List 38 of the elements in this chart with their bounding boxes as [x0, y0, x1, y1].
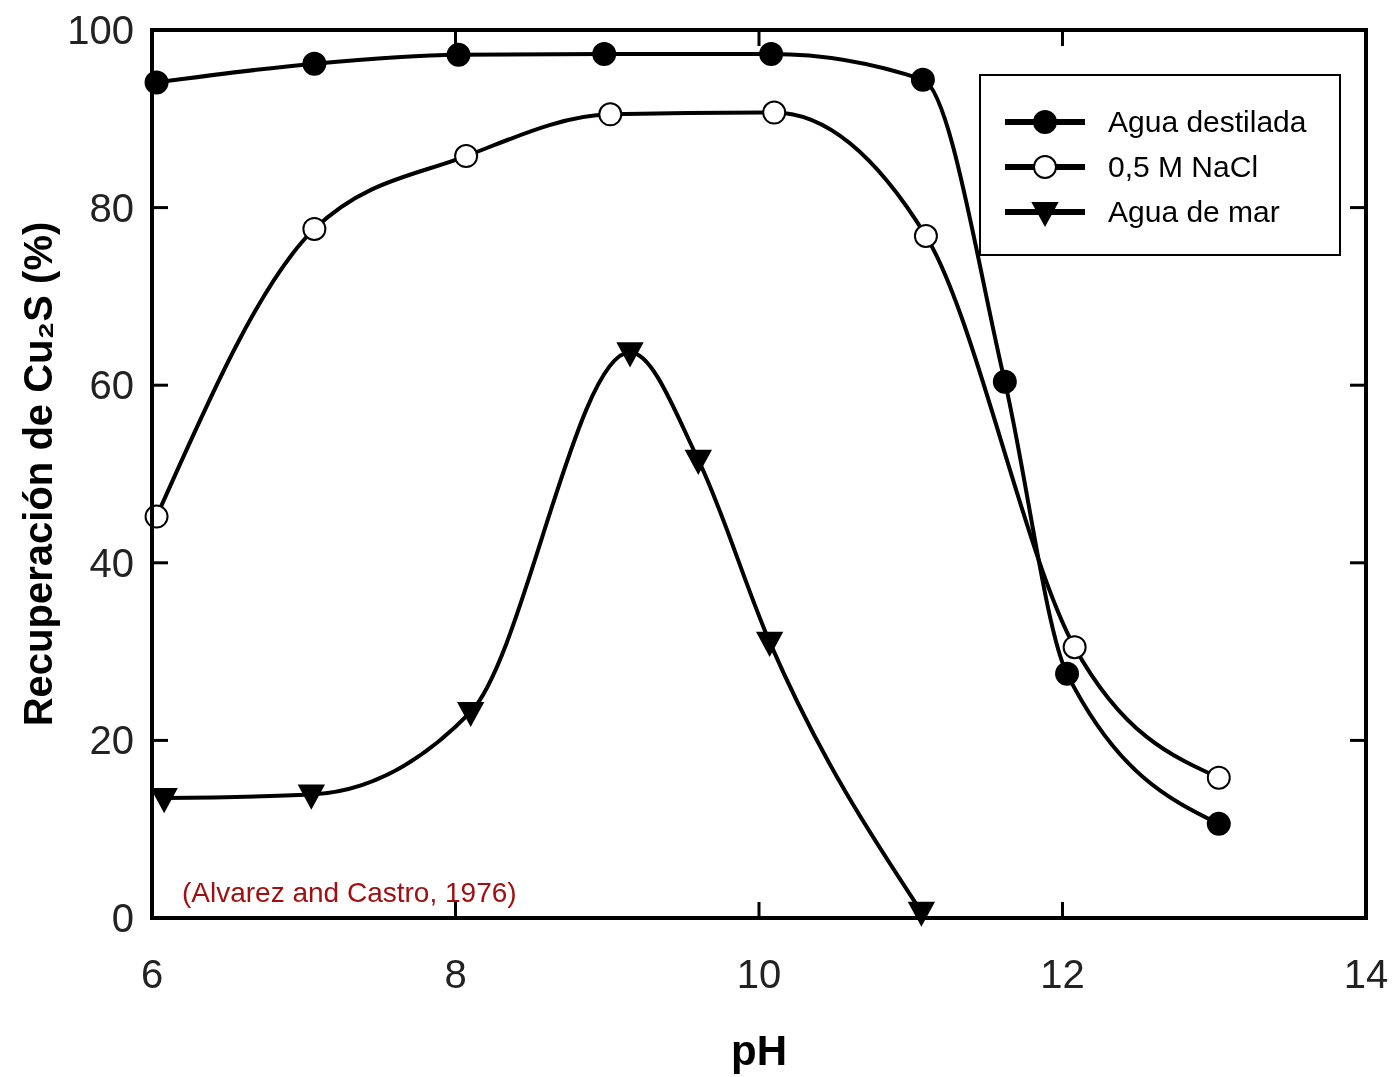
x-tick-label: 6 [140, 952, 164, 996]
legend-label: Agua destilada [1108, 105, 1307, 138]
point [617, 342, 644, 367]
point [1055, 661, 1080, 686]
y-tick-label: 60 [89, 363, 134, 408]
x-tick-label: 10 [736, 952, 782, 996]
point [302, 216, 327, 241]
y-tick-label: 40 [89, 540, 134, 585]
point [756, 631, 783, 656]
y-tick-label: 20 [89, 718, 134, 763]
point [1206, 811, 1231, 836]
legend-label: 0,5 M NaCl [1108, 150, 1259, 183]
point [298, 784, 325, 809]
y-tick-label: 0 [111, 896, 134, 940]
y-axis-title: Recuperación de Cu₂S (%) [16, 221, 60, 727]
point [762, 100, 787, 125]
point [446, 42, 471, 67]
x-tick-label: 14 [1343, 952, 1389, 996]
annotation: (Alvarez and Castro, 1976) [182, 877, 517, 908]
legend-label: Agua de mar [1108, 195, 1280, 228]
point [1062, 635, 1087, 660]
point [685, 449, 712, 474]
point [302, 51, 327, 76]
y-tick-label: 80 [89, 185, 134, 230]
point [454, 144, 479, 169]
point [598, 102, 623, 127]
x-tick-label: 12 [1040, 952, 1085, 996]
point [151, 788, 178, 813]
x-tick-label: 8 [444, 952, 467, 996]
point [457, 701, 484, 726]
point [1206, 765, 1231, 790]
point [759, 41, 784, 66]
x-axis-title: pH [731, 1027, 787, 1074]
y-tick-label: 100 [67, 8, 134, 52]
point [913, 224, 938, 249]
point [992, 369, 1017, 394]
point [592, 41, 617, 66]
point [910, 67, 935, 92]
